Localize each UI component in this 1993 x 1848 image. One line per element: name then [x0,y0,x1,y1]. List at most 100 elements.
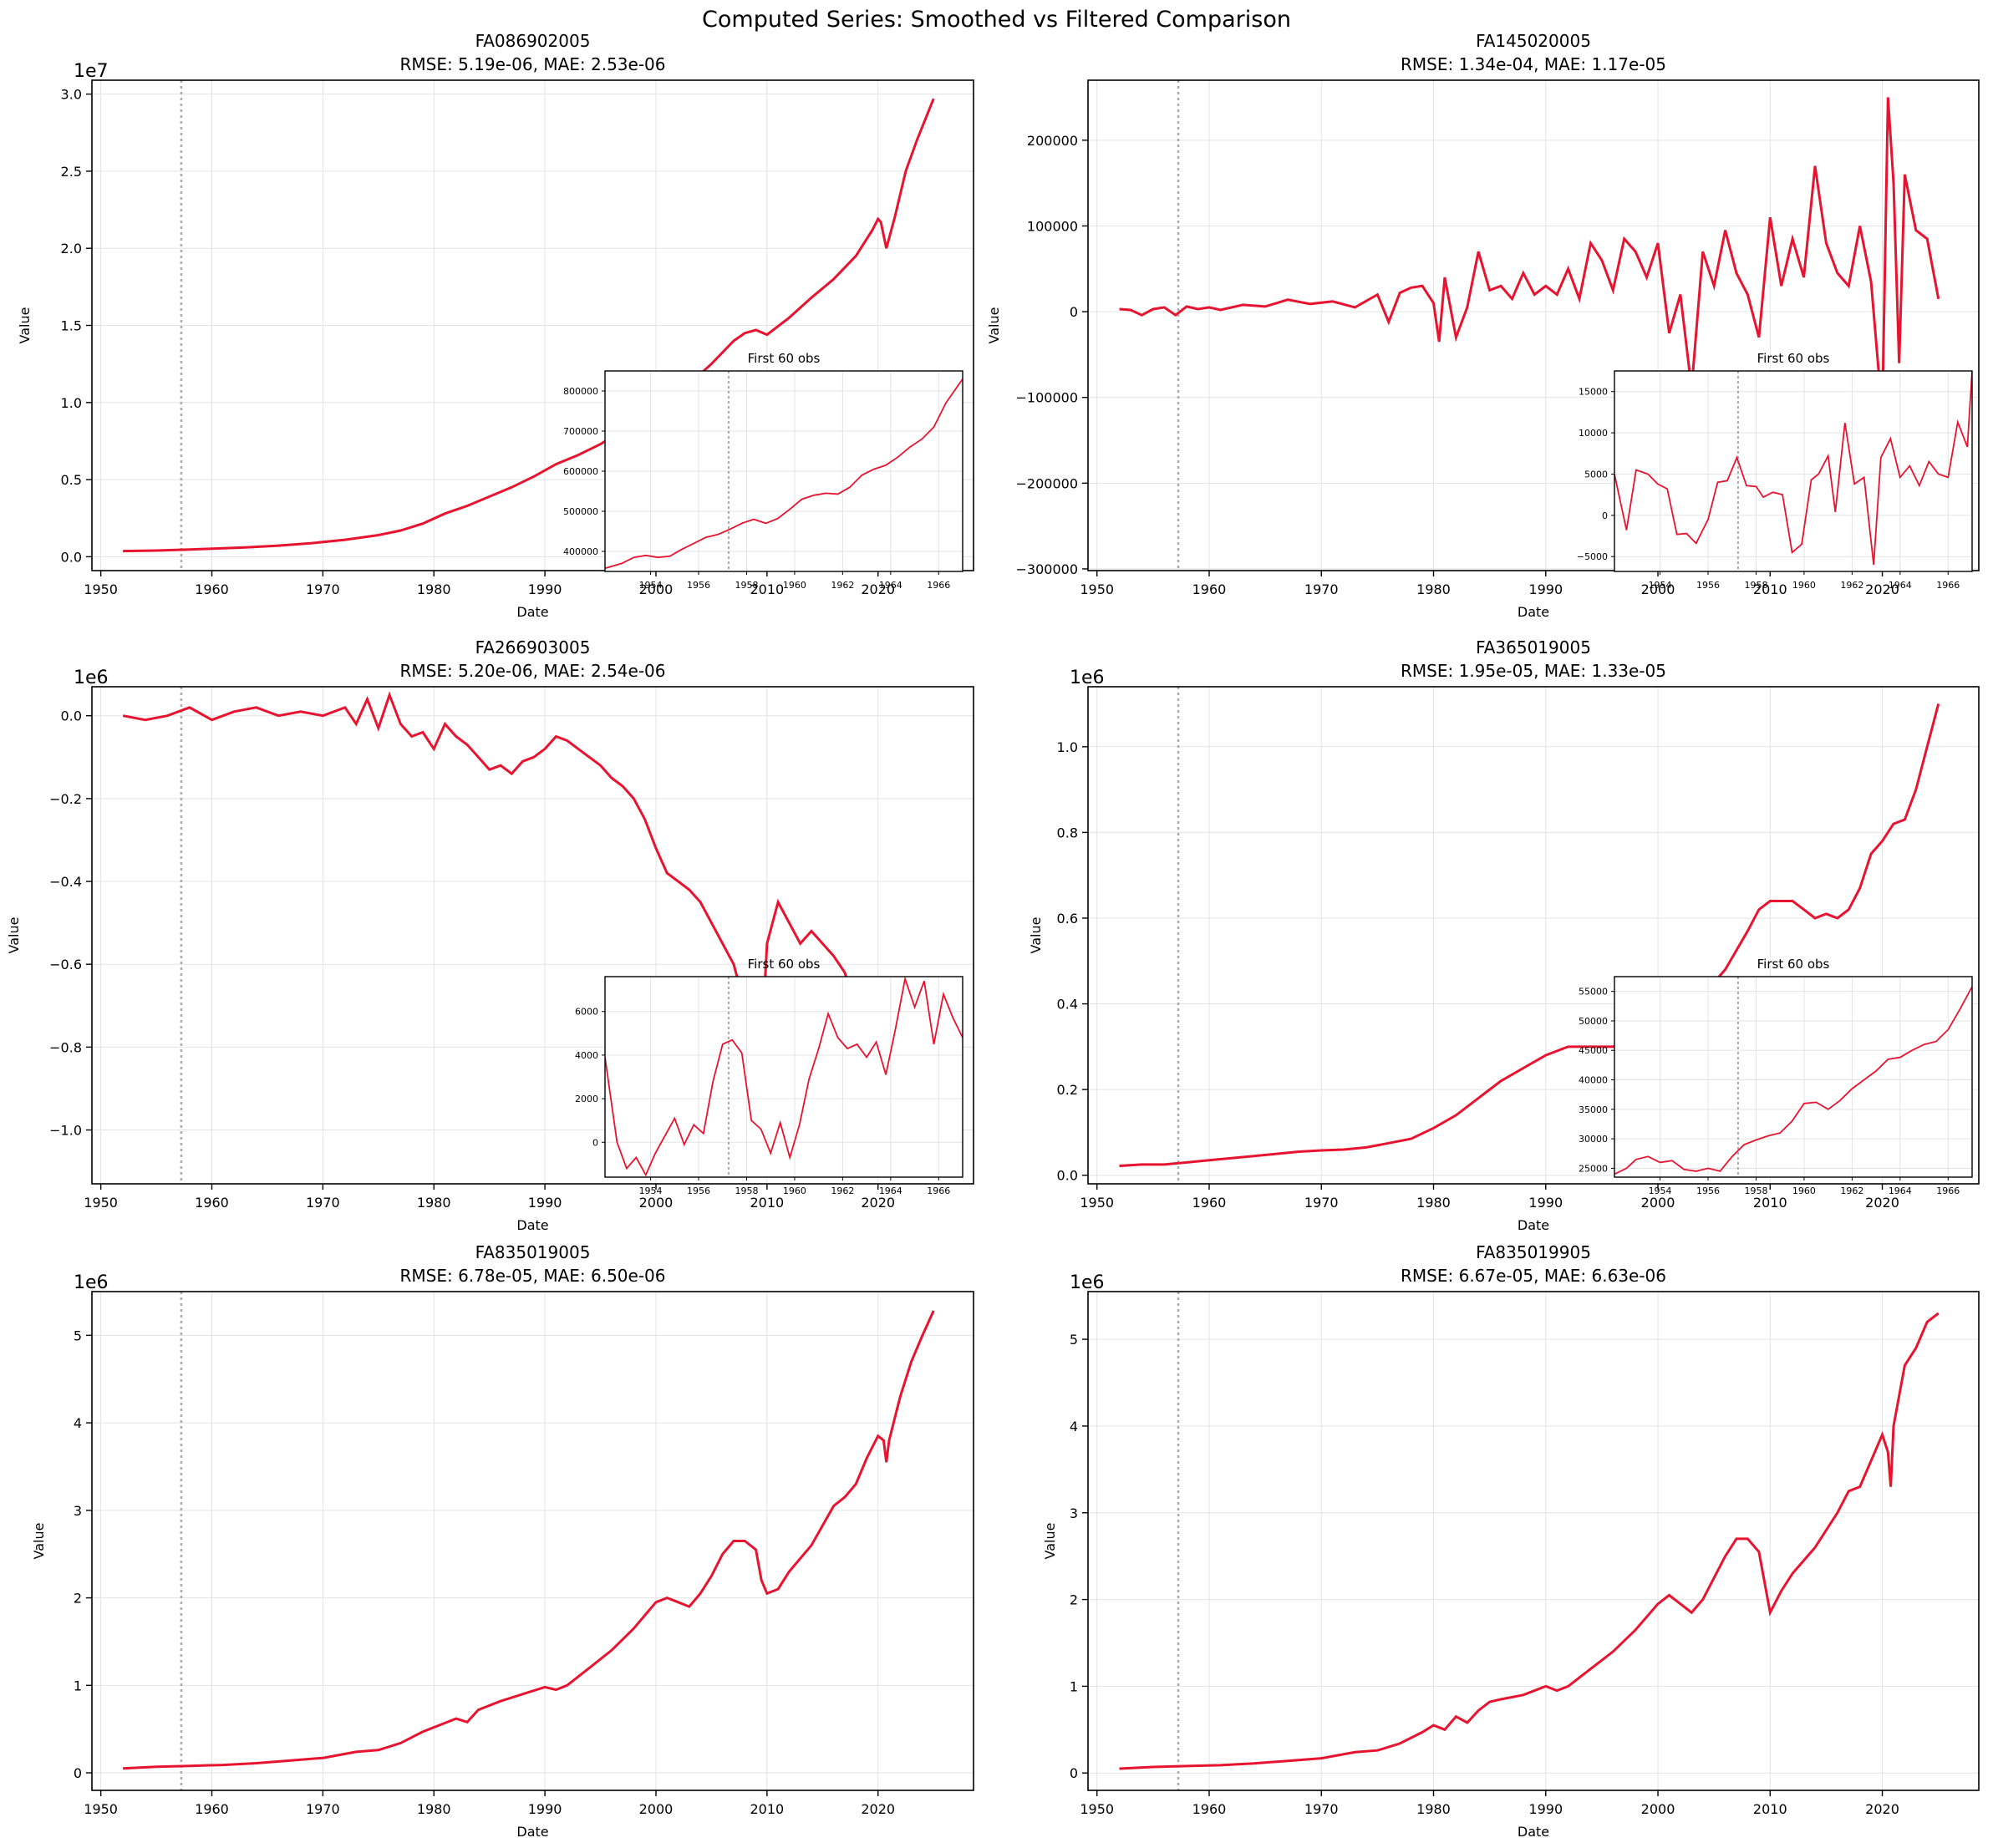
chart-panel-6: 1950 1960 1970 1980 1990 2000 2010 2020 0 1 2 3 4 5 Da… [1042,1242,1980,1840]
y-tick-label: 0.4 [1057,997,1078,1013]
inset-y-tick-label: 45000 [1579,1045,1608,1056]
inset-x-tick-label: 1962 [831,1185,854,1196]
chart-panel-2: 1950 1960 1970 1980 1990 2000 2010 2020 −300000 −… [986,31,1980,620]
inset-frame [1614,370,1973,572]
inset-y-tick-label: 5000 [1584,469,1608,480]
x-tick-label: 1970 [1304,581,1339,597]
inset-y-tick-label: 0 [1602,510,1608,521]
x-tick-label: 1980 [417,1195,451,1211]
inset-smoothed-line [1614,986,1972,1175]
inset-x-tick-label: 1964 [1889,1185,1912,1196]
inset-x-tick-label: 1962 [831,580,854,591]
y-tick-label: 3.0 [61,87,82,103]
inset-title: First 60 obs [748,957,821,972]
y-tick-label: 1.0 [1057,739,1078,755]
chart-title: FA365019005 [1476,637,1591,657]
x-tick-label: 1960 [195,1195,229,1211]
x-tick-label: 1990 [528,1195,562,1211]
y-tick-label: 0.5 [61,472,82,488]
x-tick-label: 1950 [84,581,118,597]
inset-axes: 1954 1956 1958 1960 1962 1964 1966 400000 500000… [563,351,963,591]
x-tick-label: 2000 [1641,1195,1675,1211]
inset-axes: 1954 1956 1958 1960 1962 1964 1966 −5000 0 5000 10… [1577,351,1973,591]
inset-y-tick-label: 55000 [1579,987,1608,998]
inset-x-tick-label: 1966 [927,1185,950,1196]
axes-frame [91,686,974,1185]
inset-x-tick-label: 1954 [1649,1185,1672,1196]
chart-panel-4: 1950 1960 1970 1980 1990 2000 2010 2020 0.0 0.2 0.… [1028,637,1980,1233]
x-tick-label: 1990 [1528,1801,1563,1817]
x-axis-label: Date [1518,1217,1549,1233]
y-scale-offset: 1e6 [1070,668,1105,688]
inset-plot-area [605,977,963,1177]
x-tick-label: 1980 [1416,1195,1451,1211]
inset-x-tick-label: 1956 [687,580,710,591]
x-tick-label: 2020 [861,1195,895,1211]
chart-subtitle: RMSE: 1.95e-05, MAE: 1.33e-05 [1401,661,1666,681]
inset-x-tick-label: 1958 [1744,1185,1767,1196]
smoothed-line [123,1310,935,1770]
x-tick-label: 2010 [750,1801,784,1817]
y-scale-offset: 1e6 [74,1272,109,1293]
inset-x-tick-label: 1960 [1792,580,1816,591]
y-tick-label: −300000 [1016,561,1078,577]
inset-y-tick-label: 4000 [575,1050,598,1061]
y-tick-label: 3 [1070,1505,1078,1521]
inset-x-tick-label: 1958 [1744,580,1767,591]
x-tick-label: 1960 [1192,1195,1227,1211]
x-tick-label: 2020 [1865,1801,1899,1817]
inset-y-tick-label: 400000 [563,546,598,557]
inset-x-tick-label: 1964 [879,580,902,591]
y-tick-label: 0.8 [1057,825,1078,840]
plot-area [92,1292,974,1790]
inset-y-tick-label: 600000 [563,466,598,477]
inset-smoothed-line [605,378,963,570]
inset-title: First 60 obs [748,351,821,366]
inset-y-tick-label: 40000 [1579,1075,1608,1086]
inset-y-tick-label: 2000 [575,1094,598,1104]
x-tick-label: 1950 [1080,581,1114,597]
inset-x-tick-label: 1954 [1649,580,1672,591]
inset-x-tick-label: 1956 [687,1185,710,1196]
x-tick-label: 1990 [528,1801,562,1817]
inset-y-tick-label: 35000 [1579,1104,1608,1115]
chart-title: FA266903005 [475,637,591,657]
y-axis-label: Value [1028,917,1044,954]
y-axis-label: Value [1042,1523,1058,1560]
x-tick-label: 2000 [1641,1801,1675,1817]
x-tick-label: 1960 [1192,581,1227,597]
x-tick-label: 2000 [639,581,674,597]
chart-subtitle: RMSE: 5.20e-06, MAE: 2.54e-06 [400,661,666,681]
smoothed-line [1119,97,1940,415]
y-tick-label: 4 [74,1415,82,1431]
inset-x-tick-label: 1956 [1696,1185,1720,1196]
y-tick-label: 4 [1070,1419,1078,1434]
inset-x-tick-label: 1958 [735,1185,758,1196]
inset-y-tick-label: 15000 [1579,387,1608,398]
x-axis-label: Date [1518,1824,1549,1840]
x-tick-label: 1990 [528,581,562,597]
inset-x-tick-label: 1964 [879,1185,902,1196]
x-axis-label: Date [516,1824,548,1840]
x-tick-label: 2010 [1753,581,1787,597]
y-tick-label: 1.0 [61,395,82,411]
y-tick-label: 0.0 [61,708,82,724]
inset-plot-area [1614,371,1972,571]
y-tick-label: −1.0 [49,1123,82,1139]
x-tick-label: 1990 [1528,581,1563,597]
y-tick-label: 100000 [1027,218,1078,234]
chart-subtitle: RMSE: 6.67e-05, MAE: 6.63e-06 [1401,1266,1666,1286]
x-tick-label: 1950 [1080,1195,1114,1211]
y-tick-label: 0.6 [1057,911,1078,927]
x-tick-label: 1950 [84,1195,118,1211]
y-scale-offset: 1e7 [74,61,109,82]
smoothed-line [122,691,935,1172]
y-tick-label: −0.6 [49,957,82,972]
inset-x-tick-label: 1962 [1840,580,1863,591]
x-tick-label: 2000 [1641,581,1675,597]
inset-y-tick-label: 6000 [575,1007,598,1018]
inset-x-tick-label: 1966 [1936,580,1960,591]
inset-plot-area [1614,977,1972,1177]
axes-frame [1087,79,1980,571]
